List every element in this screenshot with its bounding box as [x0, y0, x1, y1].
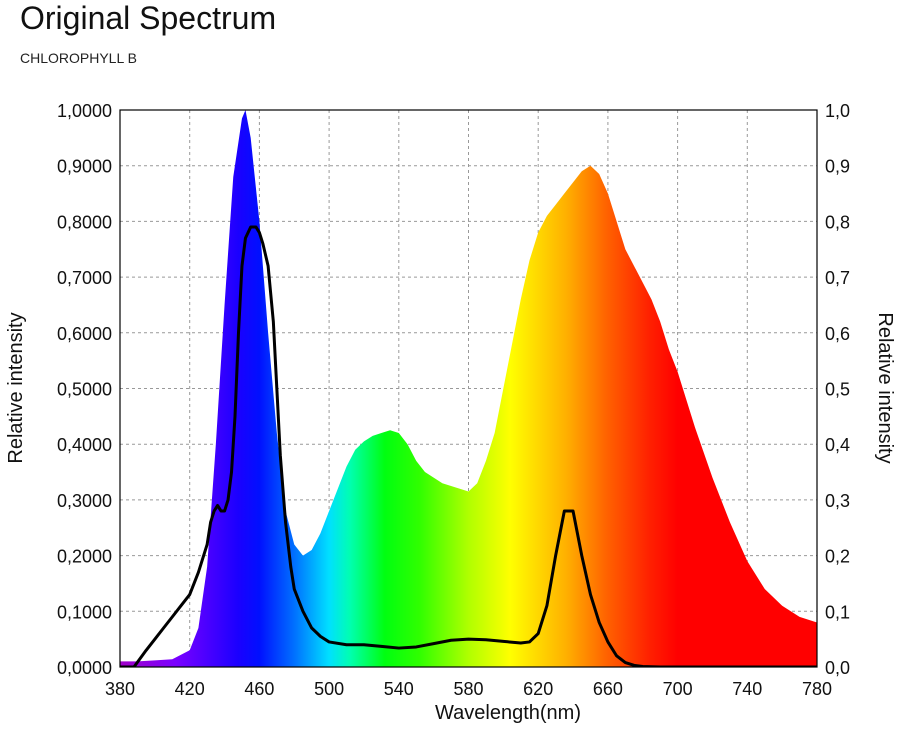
chart-subtitle: CHLOROPHYLL B — [20, 50, 137, 66]
x-axis-ticks: 380 420 460 500 540 580 620 660 700 740 780 — [105, 679, 832, 699]
y-axis-right-title: Relative intensity — [874, 312, 896, 463]
y-tick-label-left: 0,5000 — [57, 380, 112, 400]
x-tick-label: 700 — [663, 679, 693, 699]
y-tick-label-right: 0,4 — [825, 435, 850, 455]
chart-title: Original Spectrum — [20, 0, 277, 36]
y-tick-label-left: 0,9000 — [57, 157, 112, 177]
y-tick-label-left: 0,6000 — [57, 324, 112, 344]
y-tick-label-right: 0,0 — [825, 658, 850, 678]
y-tick-label-right: 0,9 — [825, 157, 850, 177]
y-tick-label-right: 0,8 — [825, 212, 850, 232]
y-tick-label-right: 0,1 — [825, 602, 850, 622]
y-tick-label-right: 0,5 — [825, 380, 850, 400]
x-tick-label: 500 — [314, 679, 344, 699]
y-tick-label-left: 0,0000 — [57, 658, 112, 678]
spectrum-area — [120, 110, 817, 667]
y-axis-left-ticks: 0,0000 0,1000 0,2000 0,3000 0,4000 0,5000 0,60… — [57, 101, 112, 678]
x-tick-label: 620 — [523, 679, 553, 699]
y-tick-label-right: 1,0 — [825, 101, 850, 121]
y-axis-left-title: Relative intensity — [5, 312, 27, 463]
y-tick-label-left: 0,8000 — [57, 212, 112, 232]
x-tick-label: 740 — [732, 679, 762, 699]
x-tick-label: 780 — [802, 679, 832, 699]
absorption-line — [120, 225, 817, 667]
x-tick-label: 420 — [175, 679, 205, 699]
x-tick-label: 380 — [105, 679, 135, 699]
y-tick-label-left: 1,0000 — [57, 101, 112, 121]
y-axis-right-ticks: 0,0 0,1 0,2 0,3 0,4 0,5 0,6 0,7 0,8 0,9 1,0 — [825, 101, 850, 678]
y-tick-label-right: 0,6 — [825, 324, 850, 344]
x-axis-title: Wavelength(nm) — [435, 702, 581, 724]
plot-frame — [119, 109, 818, 668]
y-tick-label-right: 0,2 — [825, 547, 850, 567]
y-tick-label-left: 0,2000 — [57, 547, 112, 567]
x-tick-label: 660 — [593, 679, 623, 699]
y-tick-label-left: 0,3000 — [57, 491, 112, 511]
y-tick-label-left: 0,4000 — [57, 435, 112, 455]
x-tick-label: 460 — [244, 679, 274, 699]
y-tick-label-right: 0,7 — [825, 268, 850, 288]
y-tick-label-right: 0,3 — [825, 491, 850, 511]
y-tick-label-left: 0,1000 — [57, 602, 112, 622]
x-tick-label: 540 — [384, 679, 414, 699]
x-tick-label: 580 — [453, 679, 483, 699]
y-tick-label-left: 0,7000 — [57, 268, 112, 288]
